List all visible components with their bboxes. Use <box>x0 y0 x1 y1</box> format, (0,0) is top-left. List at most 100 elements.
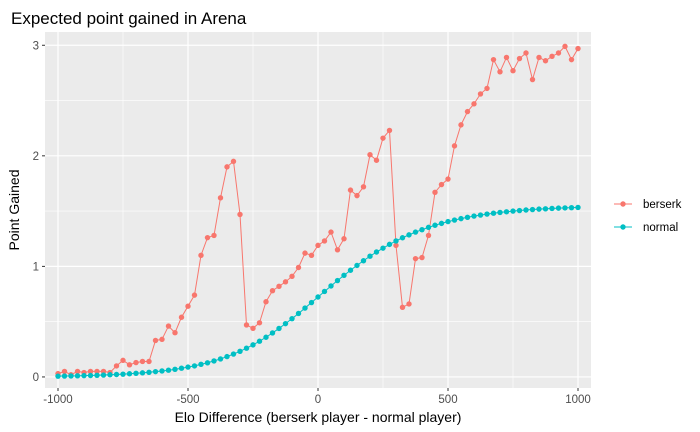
berserk-point <box>562 43 568 50</box>
berserk-point <box>536 54 542 61</box>
legend-item-berserk: berserk <box>614 199 682 211</box>
normal-point <box>165 367 172 373</box>
y-axis-title: Point Gained <box>6 170 22 251</box>
normal-point <box>204 360 211 366</box>
normal-point <box>354 262 360 269</box>
berserk-point <box>419 254 425 261</box>
berserk-point <box>477 91 484 97</box>
normal-point <box>471 213 477 219</box>
normal-point <box>185 364 191 370</box>
normal-point <box>536 206 542 212</box>
normal-point <box>146 369 152 375</box>
berserk-point <box>451 143 458 149</box>
normal-point <box>412 229 419 235</box>
normal-point <box>393 238 399 244</box>
normal-point <box>451 217 458 223</box>
normal-point <box>321 288 328 295</box>
normal-point <box>562 205 568 211</box>
normal-point <box>256 338 263 344</box>
berserk-point <box>159 336 165 343</box>
berserk-point <box>139 358 146 365</box>
y-tick-label: 0 <box>33 372 39 384</box>
normal-point <box>523 207 529 213</box>
normal-point <box>224 353 230 360</box>
normal-point <box>87 372 94 379</box>
berserk-point <box>497 69 503 75</box>
normal-point <box>289 315 295 322</box>
normal-point <box>250 342 256 348</box>
normal-point <box>386 241 393 248</box>
berserk-point <box>516 55 523 62</box>
berserk-point <box>282 279 289 285</box>
berserk-point <box>302 250 308 256</box>
x-tick-label: -500 <box>176 394 199 406</box>
berserk-point <box>380 135 386 141</box>
legend-key-point <box>620 224 626 230</box>
normal-point <box>555 205 562 211</box>
berserk-point <box>185 303 191 309</box>
legend-label: normal <box>643 222 678 234</box>
normal-point <box>510 208 516 214</box>
berserk-point <box>191 292 198 298</box>
berserk-point <box>549 53 555 60</box>
normal-point <box>328 283 334 289</box>
berserk-point <box>74 368 81 375</box>
berserk-point <box>120 357 126 364</box>
berserk-point <box>146 358 152 365</box>
series-layer <box>55 43 581 379</box>
berserk-point <box>172 330 178 336</box>
normal-point <box>458 215 464 222</box>
berserk-point <box>445 176 451 182</box>
berserk-point <box>555 50 562 56</box>
berserk-point <box>399 304 406 310</box>
berserk-point <box>412 255 419 262</box>
berserk-point <box>269 288 276 294</box>
normal-point <box>464 214 471 220</box>
berserk-point <box>315 242 321 249</box>
berserk-point <box>575 45 581 52</box>
berserk-point <box>360 184 367 190</box>
normal-point <box>217 356 224 362</box>
berserk-point <box>152 337 159 344</box>
berserk-point <box>178 314 185 320</box>
berserk-point <box>503 54 510 61</box>
berserk-point <box>464 108 471 115</box>
normal-point <box>243 345 250 351</box>
normal-point <box>152 368 159 375</box>
berserk-point <box>347 187 354 193</box>
berserk-point <box>484 85 490 92</box>
legend-item-normal: normal <box>614 222 678 234</box>
berserk-point <box>334 247 341 253</box>
legend-label: berserk <box>643 199 682 211</box>
normal-point <box>490 210 497 216</box>
normal-point <box>367 253 373 259</box>
normal-point <box>445 218 451 225</box>
berserk-point <box>133 359 139 366</box>
normal-point <box>529 206 536 213</box>
normal-point <box>425 224 432 231</box>
normal-point <box>432 222 438 228</box>
normal-point <box>549 205 555 212</box>
legend-key-point <box>620 201 626 207</box>
berserk-point <box>250 325 256 331</box>
berserk-point <box>289 273 295 280</box>
berserk-point <box>224 164 230 170</box>
berserk-point <box>87 368 94 375</box>
y-tick-label: 1 <box>33 261 39 273</box>
y-tick-label: 2 <box>33 151 39 163</box>
normal-point <box>120 371 126 377</box>
normal-point <box>55 373 61 379</box>
normal-point <box>126 371 133 377</box>
berserk-point <box>438 181 445 188</box>
berserk-point <box>243 322 250 328</box>
normal-point <box>276 325 282 332</box>
berserk-point <box>432 189 438 196</box>
normal-point <box>74 373 81 379</box>
berserk-point <box>529 76 536 83</box>
normal-point <box>100 372 107 378</box>
normal-point <box>172 366 178 373</box>
berserk-point <box>386 127 393 134</box>
normal-point <box>380 245 386 251</box>
berserk-point <box>256 320 263 326</box>
normal-point <box>159 368 165 374</box>
